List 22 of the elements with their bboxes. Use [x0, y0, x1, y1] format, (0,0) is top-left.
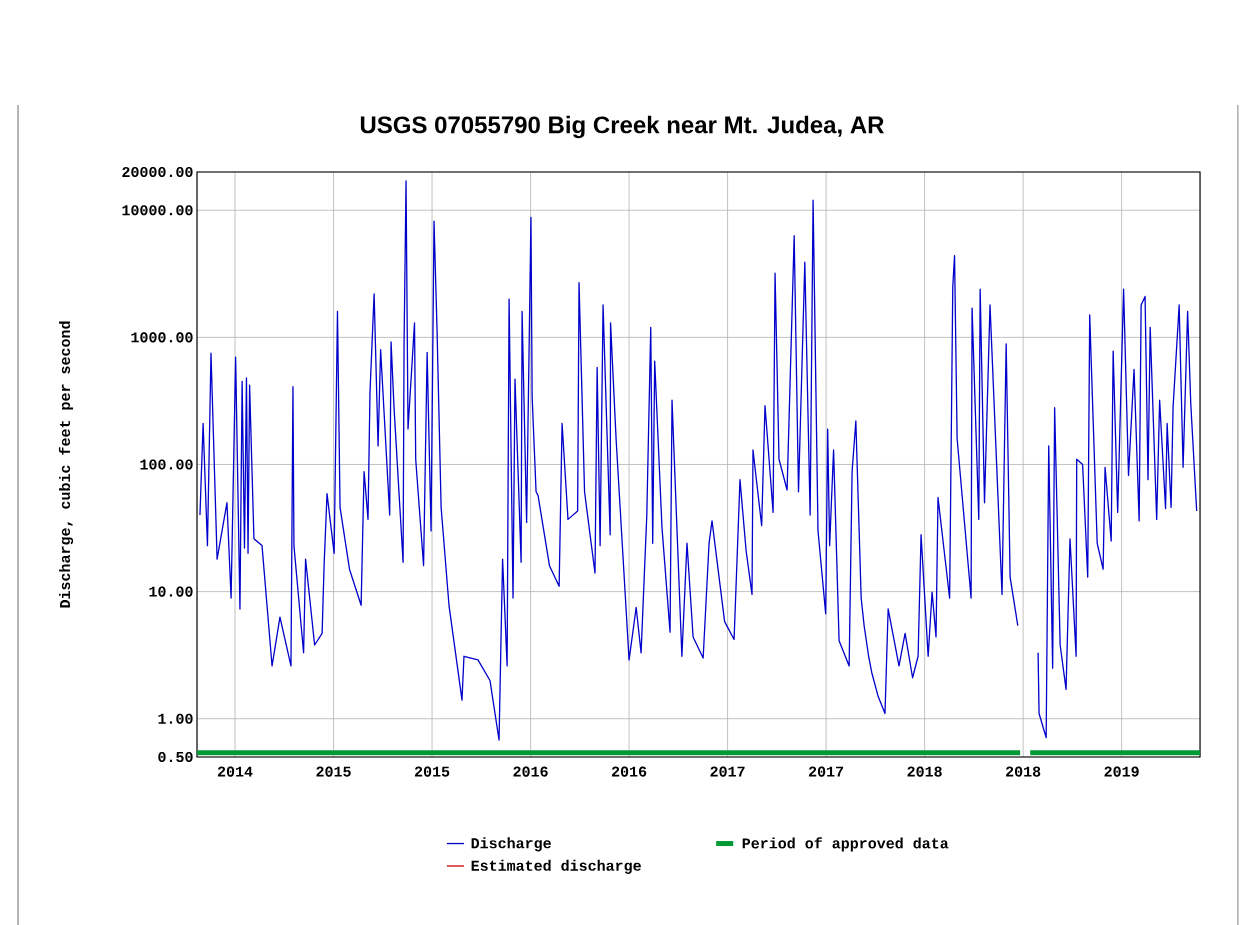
x-tick-label: 2016 — [611, 766, 647, 777]
y-tick-label: 1000.00 — [131, 332, 193, 343]
legend-label: Discharge — [471, 837, 551, 852]
y-axis-title: Discharge, cubic feet per second — [58, 321, 74, 608]
x-tick-label: 2018 — [907, 766, 942, 777]
x-tick-label: 2015 — [316, 766, 351, 777]
y-tick-label: 0.50 — [158, 751, 193, 763]
y-tick-label: 1.00 — [158, 713, 193, 724]
y-tick-label: 100.00 — [140, 459, 193, 470]
y-tick-label: 10.00 — [149, 586, 193, 597]
x-tick-label: 2014 — [217, 766, 253, 777]
x-tick-label: 2016 — [513, 766, 548, 777]
x-tick-label: 2017 — [710, 766, 745, 777]
x-tick-label: 2017 — [808, 766, 844, 777]
chart-title: USGS 07055790 Big Creek near Mt. Judea, AR — [360, 115, 885, 139]
x-tick-label: 2019 — [1104, 766, 1139, 777]
legend-label: Estimated discharge — [471, 859, 641, 874]
legend-label: Period of approved data — [742, 837, 949, 852]
y-tick-label: 20000.00 — [122, 166, 193, 178]
x-tick-label: 2018 — [1006, 766, 1041, 777]
x-tick-label: 2015 — [414, 766, 450, 777]
y-tick-label: 10000.00 — [122, 205, 193, 216]
